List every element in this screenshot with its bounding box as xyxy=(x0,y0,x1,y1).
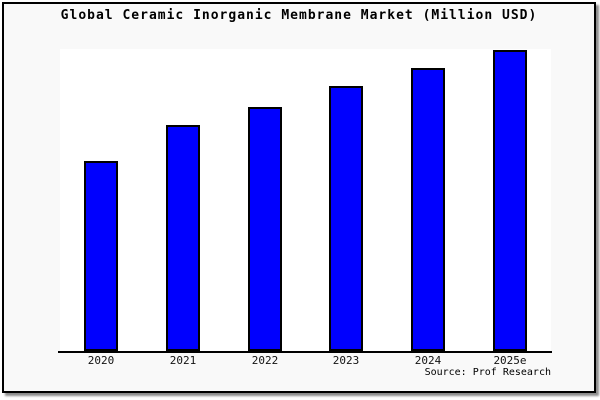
plot-area xyxy=(60,49,551,351)
x-tick-label-2024: 2024 xyxy=(414,354,442,367)
bar-2023 xyxy=(329,86,363,351)
chart-card: Global Ceramic Inorganic Membrane Market… xyxy=(2,2,596,393)
bar-2025e xyxy=(493,50,527,351)
source-note: Source: Prof Research xyxy=(424,367,551,378)
bar-2022 xyxy=(248,107,282,351)
x-tick-label-2021: 2021 xyxy=(169,354,197,367)
x-tick-label-2023: 2023 xyxy=(332,354,360,367)
x-tick-label-2020: 2020 xyxy=(87,354,115,367)
bar-2021 xyxy=(166,125,200,351)
x-axis-labels: 2020 2021 2022 2023 2024 2025e xyxy=(60,354,551,368)
x-axis-line xyxy=(58,351,552,353)
bar-2024 xyxy=(411,68,445,351)
bar-2020 xyxy=(84,161,118,351)
x-tick-label-2025e: 2025e xyxy=(493,354,527,367)
chart-title: Global Ceramic Inorganic Membrane Market… xyxy=(60,8,538,23)
x-tick-label-2022: 2022 xyxy=(251,354,279,367)
